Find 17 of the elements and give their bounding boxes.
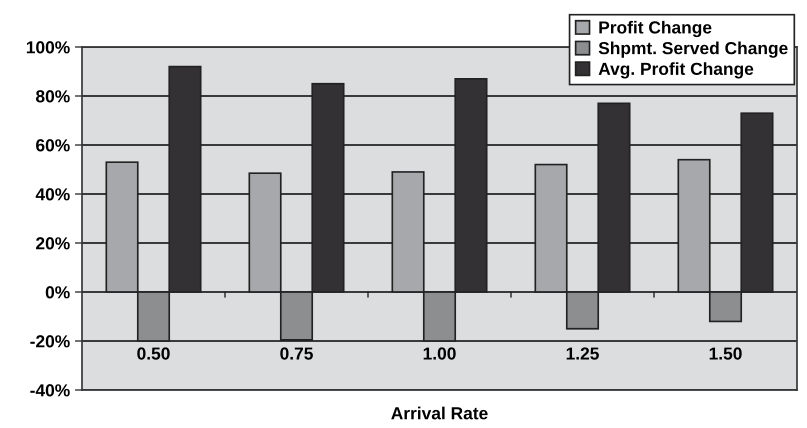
x-tick-label: 1.00 xyxy=(424,347,456,360)
y-tick-label: 100% xyxy=(26,41,70,54)
y-tick-label: 60% xyxy=(36,139,70,152)
x-tick-label: 1.50 xyxy=(710,347,742,360)
x-tick-label: 1.25 xyxy=(566,347,599,360)
y-tick-label: 0% xyxy=(46,286,70,298)
y-tick-label: -40% xyxy=(30,384,70,396)
y-tick-label: 40% xyxy=(36,188,70,200)
y-tick-label: 80% xyxy=(36,90,70,102)
x-tick-label: 0.75 xyxy=(280,347,313,360)
legend-label: Profit Change xyxy=(599,20,712,38)
y-tick-label: -20% xyxy=(30,335,70,348)
legend-label: Avg. Profit Change xyxy=(598,62,754,78)
x-axis-title: Arrival Rate xyxy=(391,406,488,420)
x-tick-label: 0.50 xyxy=(137,347,170,360)
legend-label: Shpmt. Served Change xyxy=(598,42,788,58)
y-tick-label: 20% xyxy=(36,237,70,250)
